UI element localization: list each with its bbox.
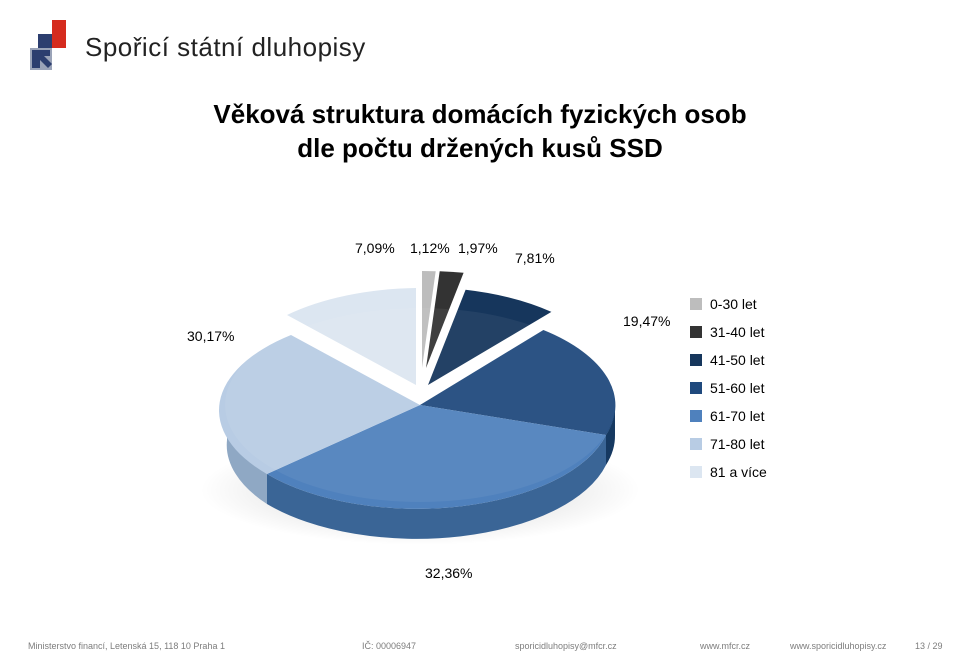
legend-item: 0-30 let: [690, 290, 767, 318]
brand-title: Spořicí státní dluhopisy: [85, 32, 366, 63]
data-label-0: 1,12%: [410, 240, 450, 256]
data-label-6: 7,09%: [355, 240, 395, 256]
legend-label: 81 a více: [710, 458, 767, 486]
footer-page: 13 / 29: [915, 641, 943, 651]
legend-label: 71-80 let: [710, 430, 764, 458]
footer-url2: www.sporicidluhopisy.cz: [790, 641, 886, 651]
legend-swatch: [690, 354, 702, 366]
legend-item: 61-70 let: [690, 402, 767, 430]
data-label-3: 19,47%: [623, 313, 670, 329]
chart-title: Věková struktura domácích fyzických osob…: [0, 98, 960, 166]
legend: 0-30 let 31-40 let 41-50 let 51-60 let 6…: [690, 290, 767, 486]
data-label-2: 7,81%: [515, 250, 555, 266]
title-line2: dle počtu držených kusů SSD: [297, 133, 663, 163]
footer-ic: IČ: 00006947: [362, 641, 416, 651]
legend-item: 51-60 let: [690, 374, 767, 402]
legend-item: 81 a více: [690, 458, 767, 486]
legend-swatch: [690, 438, 702, 450]
legend-label: 61-70 let: [710, 402, 764, 430]
legend-label: 41-50 let: [710, 346, 764, 374]
legend-swatch: [690, 298, 702, 310]
title-line1: Věková struktura domácích fyzických osob: [213, 99, 746, 129]
legend-swatch: [690, 410, 702, 422]
data-label-5: 30,17%: [187, 328, 234, 344]
legend-label: 0-30 let: [710, 290, 757, 318]
data-label-1: 1,97%: [458, 240, 498, 256]
footer-address: Ministerstvo financí, Letenská 15, 118 1…: [28, 641, 225, 651]
legend-swatch: [690, 326, 702, 338]
legend-item: 31-40 let: [690, 318, 767, 346]
footer-email: sporicidluhopisy@mfcr.cz: [515, 641, 617, 651]
legend-item: 41-50 let: [690, 346, 767, 374]
legend-label: 31-40 let: [710, 318, 764, 346]
legend-swatch: [690, 466, 702, 478]
footer-url1: www.mfcr.cz: [700, 641, 750, 651]
legend-swatch: [690, 382, 702, 394]
footer: Ministerstvo financí, Letenská 15, 118 1…: [0, 641, 960, 659]
legend-item: 71-80 let: [690, 430, 767, 458]
data-label-4: 32,36%: [425, 565, 472, 581]
logo: [30, 20, 80, 70]
legend-label: 51-60 let: [710, 374, 764, 402]
